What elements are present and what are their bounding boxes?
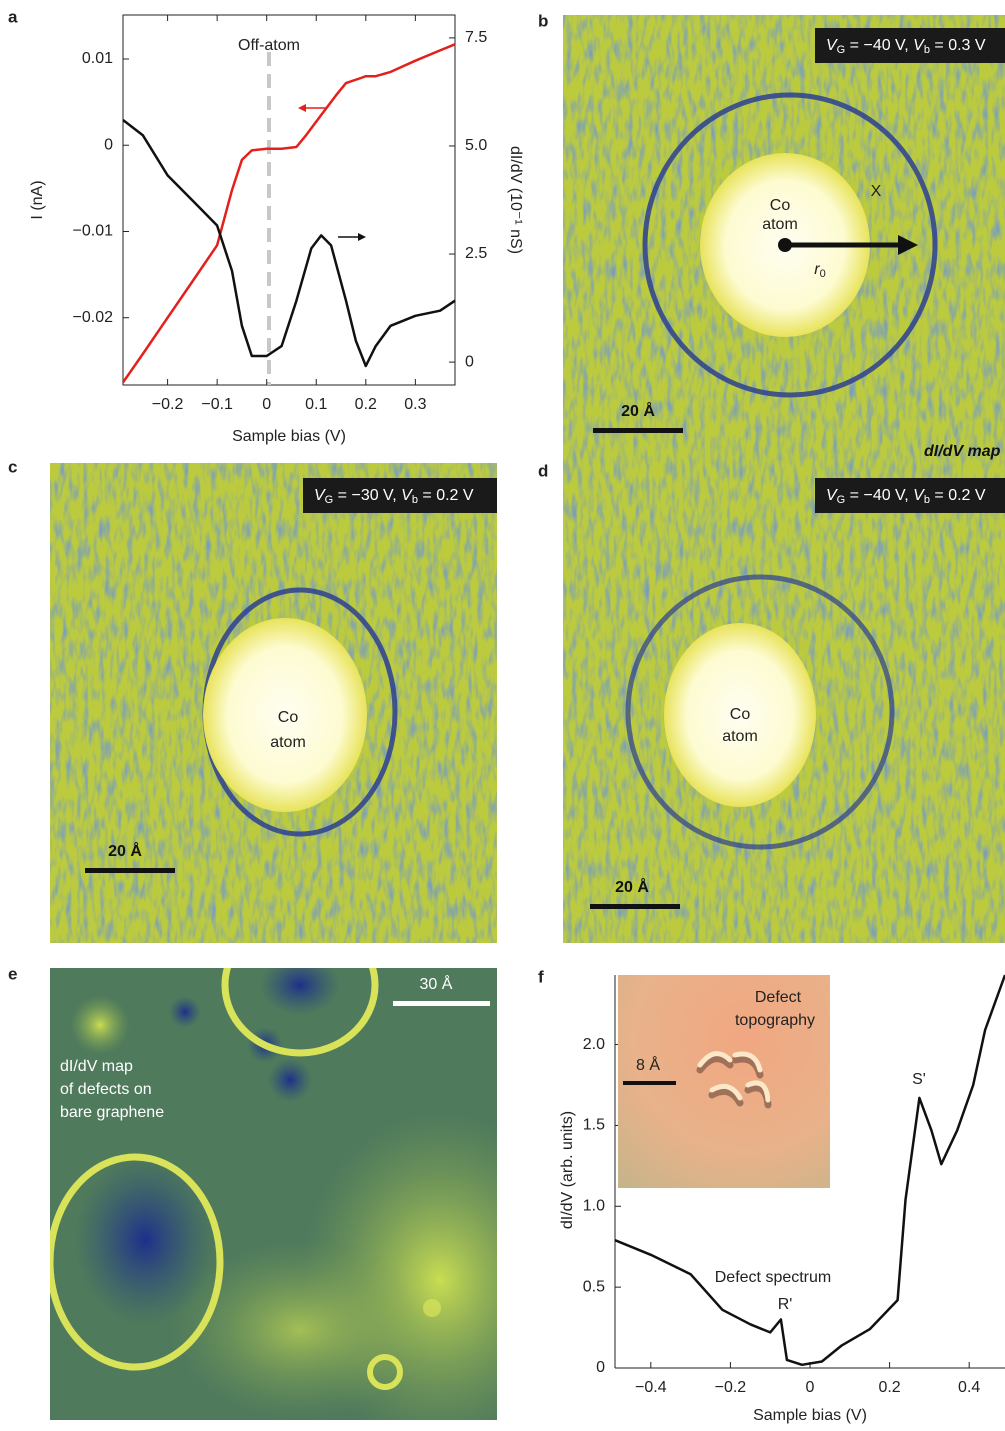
map-c: Co atom VG = −30 V, Vb = 0.2 V 20 Å bbox=[50, 463, 497, 943]
x-tick-label: 0 bbox=[806, 1379, 815, 1396]
map-caption: dI/dV map bbox=[924, 443, 1001, 460]
x-tick-label: 0.2 bbox=[355, 396, 377, 413]
inset: Defect topography 8 Å bbox=[618, 975, 830, 1188]
y-axis-label: dI/dV (arb. units) bbox=[559, 1111, 576, 1229]
x-tick-label: 0.1 bbox=[305, 396, 327, 413]
y-tick-label: 0 bbox=[104, 136, 113, 153]
scale-label: 8 Å bbox=[636, 1055, 660, 1074]
x-tick-label: −0.2 bbox=[715, 1379, 747, 1396]
scale-bar bbox=[623, 1081, 676, 1085]
atom-label: Co bbox=[730, 706, 751, 723]
scale-bar bbox=[393, 1001, 490, 1006]
map-e: 30 Å dI/dV map of defects on bare graphe… bbox=[50, 917, 580, 1426]
radius-subscript: 0 bbox=[820, 268, 826, 280]
scale-label: 20 Å bbox=[108, 841, 142, 860]
badge-text: VG = −30 V, Vb = 0.2 V bbox=[314, 487, 474, 506]
y-tick-label: 0 bbox=[596, 1359, 605, 1376]
badge-part: = 0.2 V bbox=[930, 487, 986, 504]
y-tick-label: 1.0 bbox=[583, 1197, 605, 1214]
scale-label: 20 Å bbox=[621, 401, 655, 420]
y2-tick-label: 2.5 bbox=[465, 245, 487, 262]
y-tick-label: −0.01 bbox=[73, 223, 114, 240]
annotation: S' bbox=[912, 1071, 926, 1088]
annotation: R' bbox=[778, 1296, 793, 1313]
x-tick-label: 0.4 bbox=[958, 1379, 980, 1396]
y-tick-label: −0.02 bbox=[73, 309, 114, 326]
atom-dot bbox=[778, 238, 792, 252]
badge-part: = −40 V, bbox=[845, 37, 913, 54]
panel-label: c bbox=[8, 457, 17, 476]
data-line bbox=[123, 120, 455, 366]
map-caption: dI/dV map bbox=[60, 1058, 133, 1075]
scale-label: 30 Å bbox=[420, 974, 453, 993]
x-tick-label: 0.3 bbox=[404, 396, 426, 413]
badge-part: = 0.3 V bbox=[930, 37, 986, 54]
badge-part: = −30 V, bbox=[333, 487, 401, 504]
y-tick-label: 2.0 bbox=[583, 1036, 605, 1053]
x-tick-label: −0.2 bbox=[152, 396, 184, 413]
y2-axis-label: dI/dV (10⁻¹ nS) bbox=[507, 146, 524, 254]
figure: a b c d e f Co atom r0 X VG = −40 V, Vb … bbox=[0, 0, 1005, 1426]
scale-label: 20 Å bbox=[615, 877, 649, 896]
x-axis-label: Sample bias (V) bbox=[753, 1407, 867, 1424]
map-b: Co atom r0 X VG = −40 V, Vb = 0.3 V 20 Å… bbox=[563, 15, 1005, 468]
dark-area bbox=[169, 996, 201, 1028]
marker-label: X bbox=[871, 183, 882, 200]
badge-part: = 0.2 V bbox=[418, 487, 474, 504]
page: {"panel_labels": ["a", "b", "c", "d", "e… bbox=[0, 0, 1005, 1426]
atom-label: Co bbox=[278, 709, 299, 726]
badge-text: VG = −40 V, Vb = 0.2 V bbox=[826, 487, 986, 506]
panel-label: e bbox=[8, 964, 17, 983]
y2-tick-label: 5.0 bbox=[465, 137, 487, 154]
y2-tick-label: 0 bbox=[465, 353, 474, 370]
badge-sub: G bbox=[837, 44, 846, 56]
map-caption: of defects on bbox=[60, 1081, 152, 1098]
badge-part: = −40 V, bbox=[845, 487, 913, 504]
annotation: Defect spectrum bbox=[715, 1269, 831, 1286]
dark-area bbox=[75, 1155, 215, 1325]
x-tick-label: 0.2 bbox=[878, 1379, 900, 1396]
panel-label: a bbox=[8, 7, 18, 26]
dark-area bbox=[268, 1058, 312, 1102]
atom-label: atom bbox=[270, 734, 306, 751]
annotation: Off-atom bbox=[238, 37, 300, 54]
axis-arrow-head bbox=[298, 104, 306, 112]
scale-bar bbox=[85, 868, 175, 873]
badge-sub: G bbox=[837, 494, 846, 506]
atom-label: Co bbox=[770, 197, 791, 214]
bright-area bbox=[70, 995, 130, 1055]
scale-bar bbox=[593, 428, 683, 433]
x-axis-label: Sample bias (V) bbox=[232, 428, 346, 445]
badge-sub: G bbox=[325, 494, 334, 506]
inset-title: Defect bbox=[755, 989, 802, 1006]
y-tick-label: 0.5 bbox=[583, 1278, 605, 1295]
y2-tick-label: 7.5 bbox=[465, 29, 487, 46]
x-tick-label: 0 bbox=[262, 396, 271, 413]
panel-label: d bbox=[538, 461, 548, 480]
y-tick-label: 0.01 bbox=[82, 50, 113, 67]
inset-title: topography bbox=[735, 1012, 815, 1029]
map-caption: bare graphene bbox=[60, 1104, 164, 1121]
atom-label: atom bbox=[722, 728, 758, 745]
scale-bar bbox=[590, 904, 680, 909]
dark-area bbox=[260, 955, 340, 1015]
panel-label: f bbox=[538, 967, 544, 986]
y-axis-label: I (nA) bbox=[29, 180, 46, 219]
axis-arrow-head bbox=[358, 233, 366, 241]
data-line bbox=[123, 44, 455, 382]
defect-spot bbox=[423, 1299, 441, 1317]
atom-label: atom bbox=[762, 216, 798, 233]
x-tick-label: −0.1 bbox=[201, 396, 233, 413]
map-d: Co atom VG = −40 V, Vb = 0.2 V 20 Å bbox=[563, 463, 1005, 943]
badge-text: VG = −40 V, Vb = 0.3 V bbox=[826, 37, 986, 56]
panel-label: b bbox=[538, 11, 548, 30]
y-tick-label: 1.5 bbox=[583, 1117, 605, 1134]
plot-frame bbox=[123, 15, 455, 385]
x-tick-label: −0.4 bbox=[635, 1379, 667, 1396]
